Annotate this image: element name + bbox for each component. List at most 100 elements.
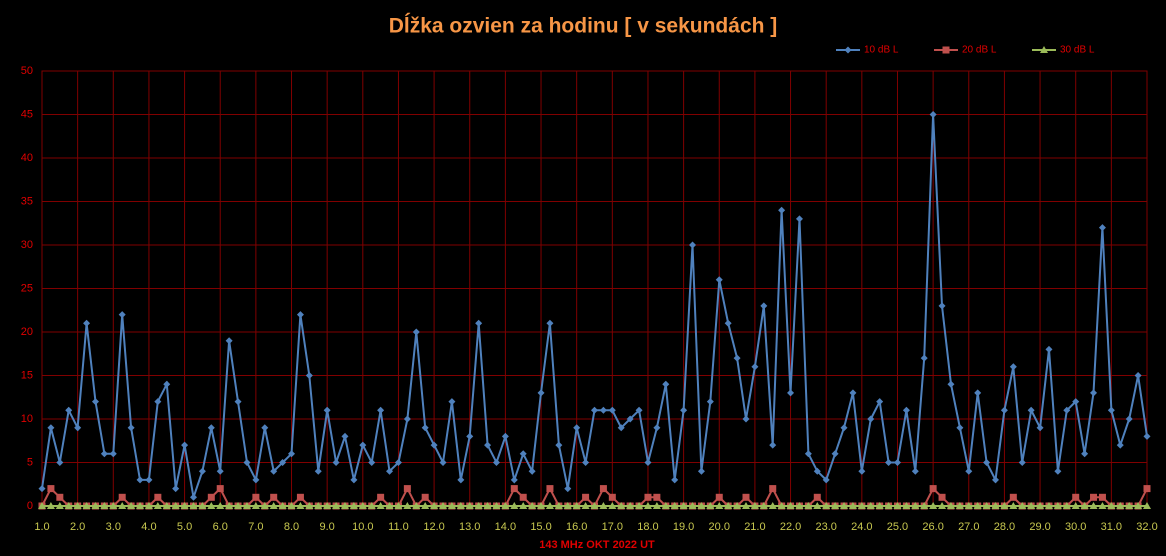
marker	[759, 502, 768, 509]
marker	[447, 502, 456, 509]
marker	[261, 424, 269, 432]
marker	[510, 502, 519, 509]
marker	[938, 493, 946, 501]
marker	[510, 476, 518, 484]
marker	[439, 502, 448, 509]
legend-marker	[844, 46, 852, 54]
marker	[144, 502, 153, 509]
marker	[127, 502, 136, 509]
marker	[635, 406, 643, 414]
marker	[555, 441, 563, 449]
marker	[376, 502, 385, 509]
x-tick-label: 16.0	[566, 521, 587, 533]
marker	[430, 502, 439, 509]
marker	[840, 424, 848, 432]
x-tick-label: 22.0	[780, 521, 801, 533]
marker	[733, 354, 741, 362]
marker	[145, 476, 153, 484]
marker	[840, 502, 849, 509]
marker	[127, 424, 135, 432]
y-tick-label: 50	[21, 65, 33, 77]
marker	[189, 493, 197, 501]
y-tick-label: 10	[21, 413, 33, 425]
marker	[456, 502, 465, 509]
marker	[590, 502, 599, 509]
marker	[465, 502, 474, 509]
marker	[421, 493, 429, 501]
y-tick-label: 40	[21, 152, 33, 164]
marker	[992, 476, 1000, 484]
marker	[367, 502, 376, 509]
marker	[323, 502, 332, 509]
marker	[1125, 415, 1133, 423]
marker	[662, 380, 670, 388]
marker	[162, 502, 171, 509]
marker	[831, 450, 839, 458]
marker	[234, 398, 242, 406]
marker	[964, 502, 973, 509]
marker	[742, 415, 750, 423]
marker	[706, 398, 714, 406]
marker	[109, 502, 118, 509]
marker	[474, 502, 483, 509]
marker	[1063, 406, 1071, 414]
marker	[1009, 493, 1017, 501]
legend-marker	[1040, 46, 1048, 53]
marker	[1027, 502, 1036, 509]
marker	[572, 502, 581, 509]
marker	[653, 424, 661, 432]
legend-marker	[942, 46, 950, 54]
marker	[1143, 432, 1151, 440]
marker	[581, 502, 590, 509]
marker	[1072, 493, 1080, 501]
marker	[653, 493, 661, 501]
marker	[91, 502, 100, 509]
marker	[866, 502, 875, 509]
marker	[929, 502, 938, 509]
marker	[403, 502, 412, 509]
marker	[519, 502, 528, 509]
marker	[768, 502, 777, 509]
marker	[1116, 441, 1124, 449]
marker	[243, 459, 251, 466]
chart-title: Dĺžka ozvien za hodinu [ v sekundách ]	[389, 14, 778, 38]
x-tick-label: 2.0	[70, 521, 85, 533]
marker	[1009, 502, 1018, 509]
y-tick-label: 25	[21, 282, 33, 294]
x-tick-label: 12.0	[423, 521, 444, 533]
marker	[118, 502, 127, 509]
marker	[982, 502, 991, 509]
marker	[599, 485, 607, 493]
marker	[795, 215, 803, 223]
y-tick-label: 45	[21, 108, 33, 120]
marker	[1098, 502, 1107, 509]
marker	[822, 502, 831, 509]
x-tick-label: 30.0	[1065, 521, 1086, 533]
marker	[885, 459, 893, 466]
marker	[787, 389, 795, 397]
marker	[813, 493, 821, 501]
marker	[956, 424, 964, 432]
marker	[626, 415, 634, 423]
marker	[599, 502, 608, 509]
x-tick-label: 11.0	[388, 521, 409, 533]
marker	[475, 319, 483, 327]
marker	[136, 476, 144, 484]
marker	[234, 502, 243, 509]
marker	[180, 502, 189, 509]
marker	[652, 502, 661, 509]
marker	[1080, 502, 1089, 509]
marker	[153, 502, 162, 509]
marker	[171, 502, 180, 509]
marker	[671, 476, 679, 484]
marker	[519, 450, 527, 458]
marker	[136, 502, 145, 509]
marker	[189, 502, 198, 509]
x-tick-label: 5.0	[177, 521, 192, 533]
marker	[777, 502, 786, 509]
marker	[207, 493, 215, 501]
marker	[724, 319, 732, 327]
marker	[323, 406, 331, 414]
marker	[1009, 363, 1017, 371]
